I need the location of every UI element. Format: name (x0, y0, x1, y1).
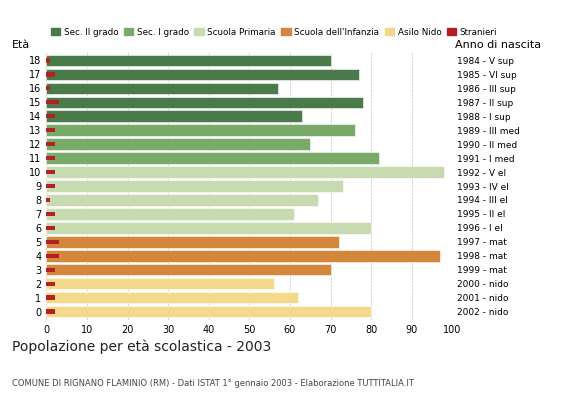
Bar (46, 236, 339, 248)
Bar (46, 222, 371, 234)
Bar (46, 282, 55, 286)
Bar (46, 96, 363, 108)
Text: Età: Età (12, 40, 30, 50)
Bar (46, 226, 55, 230)
Bar (46, 208, 294, 220)
Bar (46, 170, 55, 174)
Bar (46, 212, 55, 216)
Bar (46, 82, 278, 94)
Bar (46, 69, 359, 80)
Bar (46, 58, 50, 62)
Bar (46, 254, 59, 258)
Bar (46, 55, 331, 66)
Bar (46, 310, 55, 314)
Bar (46, 72, 55, 76)
Bar (46, 184, 55, 188)
Text: Anno di nascita: Anno di nascita (455, 40, 541, 50)
Bar (46, 250, 440, 262)
Bar (46, 240, 59, 244)
Bar (46, 156, 55, 160)
Bar (46, 306, 371, 317)
Bar (46, 110, 302, 122)
Bar (46, 268, 55, 272)
Text: Popolazione per età scolastica - 2003: Popolazione per età scolastica - 2003 (12, 340, 271, 354)
Bar (46, 100, 59, 104)
Bar (46, 124, 355, 136)
Bar (46, 264, 331, 276)
Bar (46, 128, 55, 132)
Bar (46, 292, 298, 303)
Bar (46, 152, 379, 164)
Bar (46, 194, 318, 206)
Bar (46, 180, 343, 192)
Bar (46, 138, 310, 150)
Text: COMUNE DI RIGNANO FLAMINIO (RM) - Dati ISTAT 1° gennaio 2003 - Elaborazione TUTT: COMUNE DI RIGNANO FLAMINIO (RM) - Dati I… (12, 379, 414, 388)
Legend: Sec. II grado, Sec. I grado, Scuola Primaria, Scuola dell'Infanzia, Asilo Nido, : Sec. II grado, Sec. I grado, Scuola Prim… (51, 28, 497, 37)
Bar (46, 278, 274, 290)
Bar (46, 114, 55, 118)
Bar (46, 198, 50, 202)
Bar (46, 166, 444, 178)
Bar (46, 86, 50, 90)
Bar (46, 142, 55, 146)
Bar (46, 296, 55, 300)
